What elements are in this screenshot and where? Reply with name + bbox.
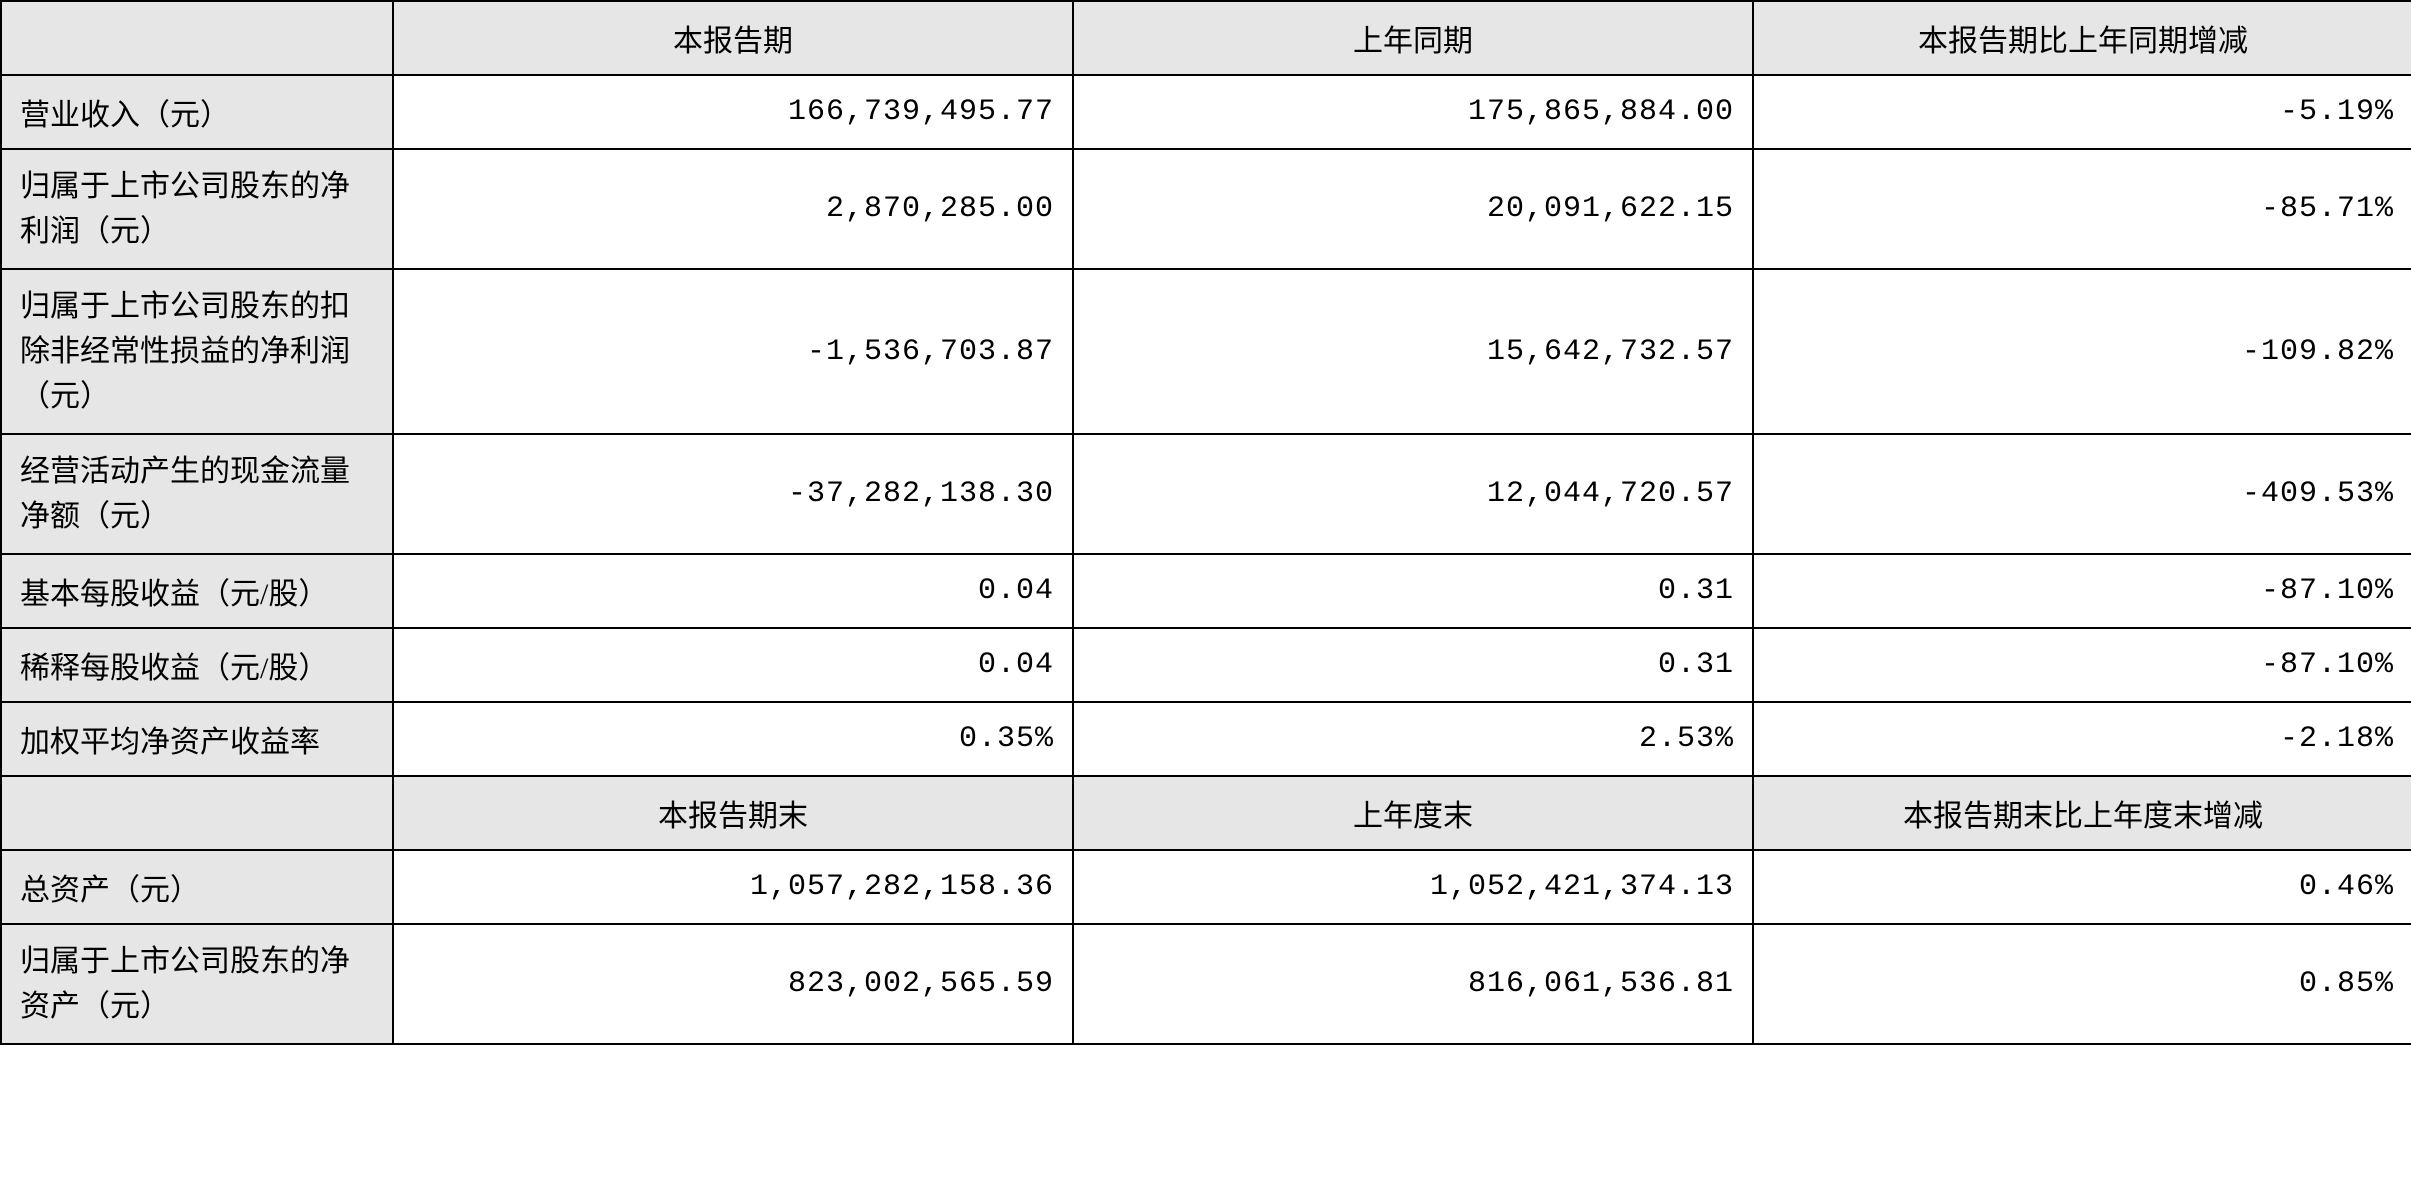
table-row: 归属于上市公司股东的净利润（元） 2,870,285.00 20,091,622…: [1, 149, 2411, 269]
table-header-row-1: 本报告期 上年同期 本报告期比上年同期增减: [1, 1, 2411, 75]
header-prior-end: 上年度末: [1073, 776, 1753, 850]
cell-value: 0.31: [1073, 554, 1753, 628]
cell-value: -109.82%: [1753, 269, 2411, 434]
row-label: 归属于上市公司股东的净利润（元）: [1, 149, 393, 269]
cell-value: -5.19%: [1753, 75, 2411, 149]
cell-value: 0.85%: [1753, 924, 2411, 1044]
cell-value: 12,044,720.57: [1073, 434, 1753, 554]
header-prior-period: 上年同期: [1073, 1, 1753, 75]
cell-value: 1,052,421,374.13: [1073, 850, 1753, 924]
cell-value: 175,865,884.00: [1073, 75, 1753, 149]
row-label: 加权平均净资产收益率: [1, 702, 393, 776]
cell-value: 20,091,622.15: [1073, 149, 1753, 269]
cell-value: -87.10%: [1753, 554, 2411, 628]
cell-value: -1,536,703.87: [393, 269, 1073, 434]
table-row: 基本每股收益（元/股） 0.04 0.31 -87.10%: [1, 554, 2411, 628]
row-label: 归属于上市公司股东的扣除非经常性损益的净利润（元）: [1, 269, 393, 434]
table-row: 归属于上市公司股东的净资产（元） 823,002,565.59 816,061,…: [1, 924, 2411, 1044]
cell-value: -2.18%: [1753, 702, 2411, 776]
table-row: 营业收入（元） 166,739,495.77 175,865,884.00 -5…: [1, 75, 2411, 149]
header-current-end: 本报告期末: [393, 776, 1073, 850]
cell-value: -87.10%: [1753, 628, 2411, 702]
header-blank-1: [1, 1, 393, 75]
cell-value: 816,061,536.81: [1073, 924, 1753, 1044]
header-current-period: 本报告期: [393, 1, 1073, 75]
table-row: 归属于上市公司股东的扣除非经常性损益的净利润（元） -1,536,703.87 …: [1, 269, 2411, 434]
table-header-row-2: 本报告期末 上年度末 本报告期末比上年度末增减: [1, 776, 2411, 850]
row-label: 基本每股收益（元/股）: [1, 554, 393, 628]
cell-value: 15,642,732.57: [1073, 269, 1753, 434]
header-change-pct: 本报告期比上年同期增减: [1753, 1, 2411, 75]
row-label: 稀释每股收益（元/股）: [1, 628, 393, 702]
cell-value: -409.53%: [1753, 434, 2411, 554]
header-change-end-pct: 本报告期末比上年度末增减: [1753, 776, 2411, 850]
financial-data-table: 本报告期 上年同期 本报告期比上年同期增减 营业收入（元） 166,739,49…: [0, 0, 2411, 1045]
cell-value: 2.53%: [1073, 702, 1753, 776]
table-row: 加权平均净资产收益率 0.35% 2.53% -2.18%: [1, 702, 2411, 776]
table-row: 经营活动产生的现金流量净额（元） -37,282,138.30 12,044,7…: [1, 434, 2411, 554]
row-label: 归属于上市公司股东的净资产（元）: [1, 924, 393, 1044]
cell-value: 0.31: [1073, 628, 1753, 702]
cell-value: 823,002,565.59: [393, 924, 1073, 1044]
cell-value: 0.46%: [1753, 850, 2411, 924]
cell-value: 2,870,285.00: [393, 149, 1073, 269]
cell-value: -37,282,138.30: [393, 434, 1073, 554]
header-blank-2: [1, 776, 393, 850]
cell-value: 0.04: [393, 554, 1073, 628]
table-row: 总资产（元） 1,057,282,158.36 1,052,421,374.13…: [1, 850, 2411, 924]
cell-value: 0.04: [393, 628, 1073, 702]
row-label: 经营活动产生的现金流量净额（元）: [1, 434, 393, 554]
table-row: 稀释每股收益（元/股） 0.04 0.31 -87.10%: [1, 628, 2411, 702]
cell-value: -85.71%: [1753, 149, 2411, 269]
row-label: 总资产（元）: [1, 850, 393, 924]
cell-value: 166,739,495.77: [393, 75, 1073, 149]
cell-value: 1,057,282,158.36: [393, 850, 1073, 924]
row-label: 营业收入（元）: [1, 75, 393, 149]
cell-value: 0.35%: [393, 702, 1073, 776]
